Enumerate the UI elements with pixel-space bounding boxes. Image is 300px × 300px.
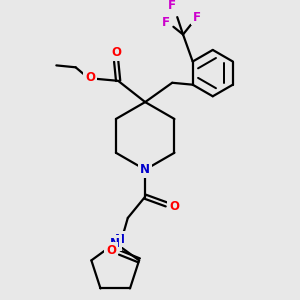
Text: O: O — [111, 46, 121, 59]
Text: O: O — [169, 200, 179, 213]
Text: O: O — [106, 244, 116, 257]
Text: F: F — [193, 11, 201, 24]
Text: F: F — [162, 16, 170, 29]
Text: O: O — [85, 71, 95, 84]
Text: F: F — [167, 0, 175, 12]
Text: N: N — [140, 163, 150, 176]
Text: N: N — [115, 233, 125, 246]
Text: N: N — [110, 236, 120, 250]
